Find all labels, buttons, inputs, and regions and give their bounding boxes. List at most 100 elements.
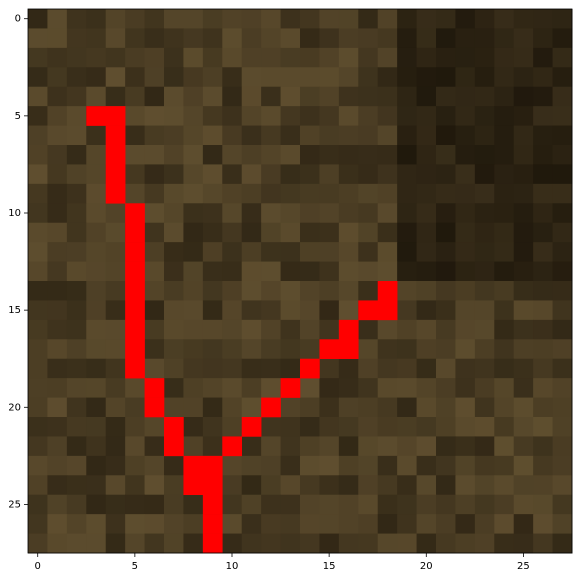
x-tick-label: 5 [132, 561, 138, 572]
background-pixel [241, 397, 262, 418]
background-pixel [28, 145, 48, 165]
background-pixel [358, 339, 379, 360]
y-tick-label: 10 [8, 208, 21, 219]
background-pixel [552, 145, 573, 165]
background-pixel [86, 145, 107, 165]
background-pixel [202, 86, 223, 107]
background-pixel [377, 28, 398, 49]
background-pixel [358, 378, 379, 399]
background-pixel [28, 203, 48, 224]
background-pixel [47, 222, 68, 243]
background-pixel [436, 47, 456, 68]
background-pixel [202, 281, 223, 301]
background-pixel [66, 475, 87, 496]
image-marks [86, 106, 398, 554]
background-pixel [474, 339, 495, 360]
background-pixel [261, 203, 282, 224]
background-pixel [455, 455, 476, 476]
background-pixel [455, 67, 476, 88]
red-pixel [377, 281, 398, 301]
background-pixel [358, 455, 379, 476]
background-pixel [183, 125, 204, 146]
background-pixel [455, 242, 476, 263]
background-pixel [105, 514, 126, 535]
background-pixel [86, 514, 107, 535]
background-pixel [300, 28, 320, 49]
background-pixel [144, 106, 165, 127]
background-pixel [280, 436, 301, 457]
background-pixel [455, 86, 476, 107]
background-pixel [474, 242, 495, 263]
background-pixel [66, 222, 87, 243]
background-pixel [47, 533, 68, 554]
background-pixel [338, 47, 359, 68]
background-pixel [280, 67, 301, 88]
background-pixel [416, 339, 437, 360]
background-pixel [86, 261, 107, 282]
background-pixel [241, 475, 262, 496]
background-pixel [416, 47, 437, 68]
background-pixel [552, 417, 573, 437]
background-pixel [416, 203, 437, 224]
red-pixel [144, 397, 165, 418]
background-pixel [183, 86, 204, 107]
background-pixel [377, 397, 398, 418]
background-pixel [513, 417, 534, 437]
background-pixel [183, 378, 204, 399]
background-pixel [319, 67, 340, 88]
background-pixel [183, 203, 204, 224]
background-pixel [455, 533, 476, 554]
background-pixel [261, 533, 282, 554]
background-pixel [183, 183, 204, 204]
background-pixel [164, 106, 184, 127]
background-pixel [455, 106, 476, 127]
background-pixel [474, 494, 495, 515]
background-pixel [397, 86, 418, 107]
background-pixel [436, 125, 456, 146]
background-pixel [222, 47, 243, 68]
background-pixel [377, 475, 398, 496]
background-pixel [222, 222, 243, 243]
background-pixel [416, 106, 437, 127]
background-pixel [397, 203, 418, 224]
red-pixel [377, 300, 398, 321]
background-pixel [280, 514, 301, 535]
background-pixel [300, 494, 320, 515]
background-pixel [261, 242, 282, 263]
background-pixel [164, 533, 184, 554]
background-pixel [300, 455, 320, 476]
background-pixel [397, 475, 418, 496]
background-pixel [494, 47, 515, 68]
red-pixel [280, 378, 301, 398]
background-pixel [28, 514, 48, 535]
background-pixel [494, 222, 515, 243]
background-pixel [474, 125, 495, 146]
background-pixel [474, 183, 495, 204]
background-pixel [66, 514, 87, 535]
background-pixel [377, 339, 398, 360]
background-pixel [513, 203, 534, 224]
background-pixel [552, 47, 573, 68]
background-pixel [474, 67, 495, 88]
background-pixel [300, 319, 320, 340]
background-pixel [319, 145, 340, 165]
background-pixel [164, 378, 184, 399]
x-tick-label: 20 [420, 561, 433, 572]
red-pixel [222, 436, 243, 457]
background-pixel [494, 378, 515, 399]
background-pixel [300, 533, 320, 554]
background-pixel [436, 28, 456, 49]
red-pixel [125, 203, 145, 224]
background-pixel [164, 514, 184, 535]
background-pixel [47, 455, 68, 476]
background-pixel [474, 358, 495, 379]
background-pixel [377, 455, 398, 476]
background-pixel [261, 261, 282, 282]
background-pixel [164, 125, 184, 146]
red-pixel [125, 261, 145, 282]
background-pixel [397, 145, 418, 165]
background-pixel [513, 455, 534, 476]
background-pixel [377, 514, 398, 535]
background-pixel [455, 300, 476, 321]
background-pixel [397, 222, 418, 243]
